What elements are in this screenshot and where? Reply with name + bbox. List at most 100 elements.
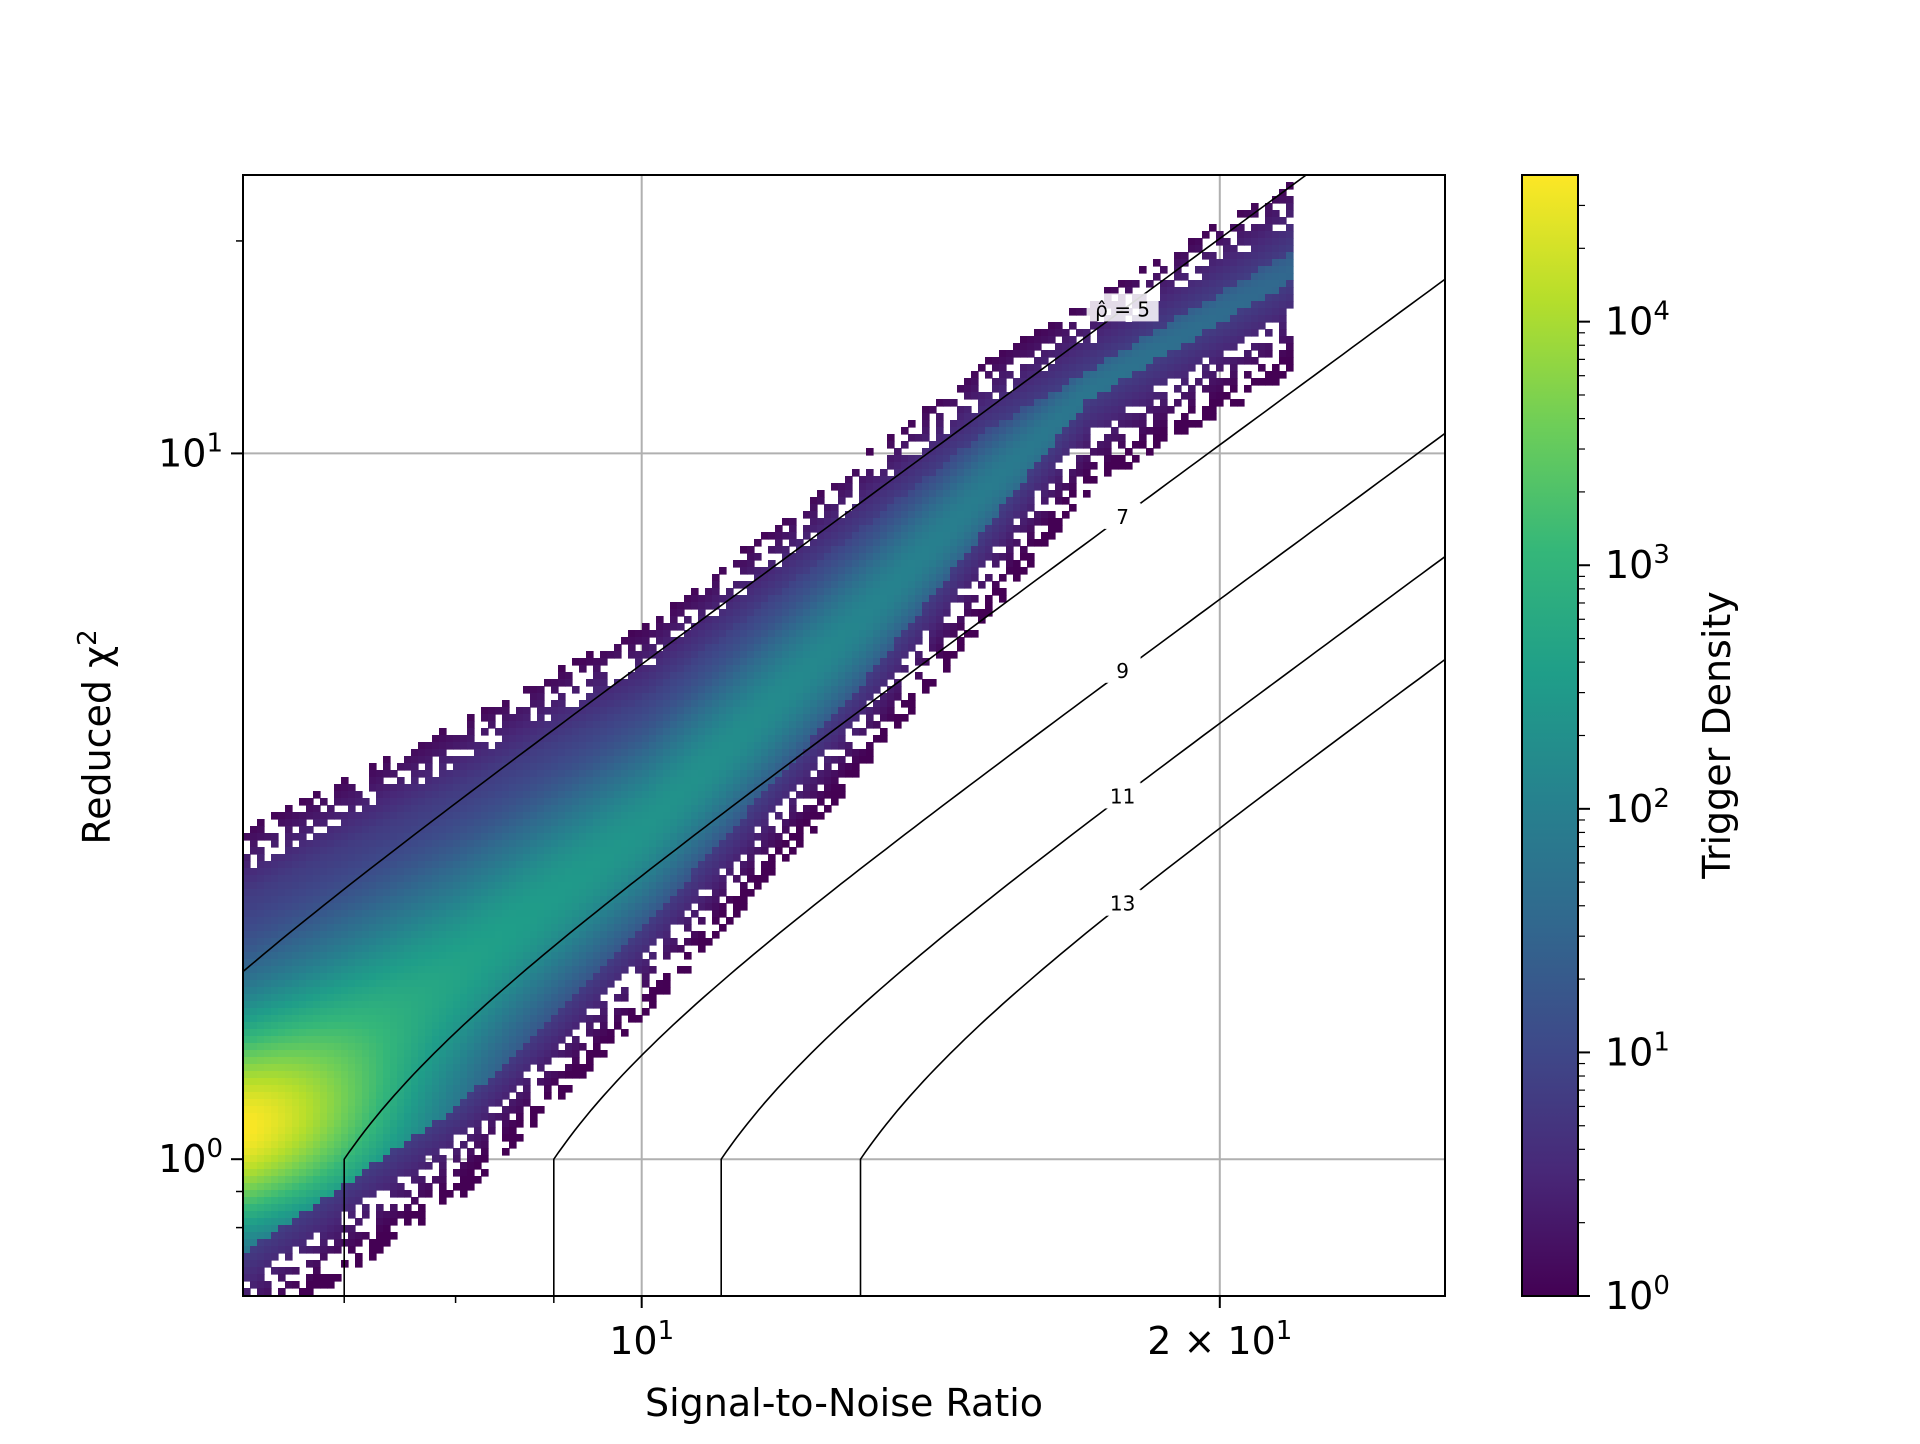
density-hexbin bbox=[313, 896, 321, 904]
density-hexbin bbox=[740, 560, 748, 568]
density-hexbin bbox=[446, 1127, 454, 1135]
density-hexbin bbox=[439, 840, 447, 848]
density-hexbin bbox=[761, 686, 769, 694]
density-hexbin bbox=[397, 1036, 405, 1044]
density-hexbin bbox=[474, 1057, 482, 1065]
density-hexbin bbox=[782, 651, 790, 659]
density-hexbin bbox=[600, 980, 608, 988]
density-hexbin bbox=[404, 1085, 412, 1093]
density-hexbin bbox=[320, 966, 328, 974]
density-hexbin bbox=[495, 777, 503, 785]
density-hexbin bbox=[558, 777, 566, 785]
density-hexbin bbox=[474, 980, 482, 988]
density-hexbin bbox=[306, 1008, 314, 1016]
density-hexbin bbox=[586, 735, 594, 743]
density-hexbin bbox=[320, 1120, 328, 1128]
density-hexbin bbox=[719, 707, 727, 715]
density-hexbin bbox=[376, 826, 384, 834]
density-hexbin bbox=[264, 1106, 272, 1114]
density-hexbin bbox=[383, 889, 391, 897]
density-hexbin bbox=[467, 1155, 475, 1163]
density-hexbin bbox=[635, 798, 643, 806]
density-hexbin bbox=[467, 1169, 475, 1177]
density-hexbin bbox=[411, 903, 419, 911]
density-hexbin bbox=[523, 875, 531, 883]
density-hexbin bbox=[334, 1169, 342, 1177]
density-hexbin bbox=[537, 910, 545, 918]
density-hexbin bbox=[747, 826, 755, 834]
density-hexbin bbox=[754, 777, 762, 785]
density-hexbin bbox=[271, 840, 279, 848]
density-hexbin bbox=[761, 658, 769, 666]
density-hexbin bbox=[474, 847, 482, 855]
density-hexbin bbox=[558, 952, 566, 960]
density-hexbin bbox=[796, 658, 804, 666]
density-hexbin bbox=[278, 1001, 286, 1009]
density-hexbin bbox=[859, 518, 867, 526]
density-hexbin bbox=[411, 868, 419, 876]
density-hexbin bbox=[320, 1078, 328, 1086]
density-hexbin bbox=[474, 1022, 482, 1030]
density-hexbin bbox=[467, 931, 475, 939]
density-hexbin bbox=[425, 784, 433, 792]
density-hexbin bbox=[460, 1029, 468, 1037]
density-hexbin bbox=[530, 1043, 538, 1051]
density-hexbin bbox=[516, 1022, 524, 1030]
density-hexbin bbox=[502, 826, 510, 834]
density-hexbin bbox=[348, 1078, 356, 1086]
density-hexbin bbox=[418, 1029, 426, 1037]
density-hexbin bbox=[383, 1218, 391, 1226]
density-hexbin bbox=[250, 1281, 258, 1289]
density-hexbin bbox=[257, 1288, 265, 1296]
density-hexbin bbox=[859, 511, 867, 519]
density-hexbin bbox=[467, 735, 475, 743]
density-hexbin bbox=[439, 1078, 447, 1086]
density-hexbin bbox=[572, 784, 580, 792]
density-hexbin bbox=[481, 1057, 489, 1065]
density-hexbin bbox=[348, 1190, 356, 1198]
density-hexbin bbox=[642, 700, 650, 708]
density-hexbin bbox=[320, 1106, 328, 1114]
density-hexbin bbox=[579, 994, 587, 1002]
density-hexbin bbox=[607, 749, 615, 757]
density-hexbin bbox=[684, 595, 692, 603]
density-hexbin bbox=[649, 728, 657, 736]
density-hexbin bbox=[600, 826, 608, 834]
density-hexbin bbox=[292, 917, 300, 925]
density-hexbin bbox=[831, 602, 839, 610]
density-hexbin bbox=[495, 1036, 503, 1044]
density-hexbin bbox=[292, 980, 300, 988]
density-hexbin bbox=[551, 1015, 559, 1023]
density-hexbin bbox=[649, 777, 657, 785]
density-hexbin bbox=[754, 882, 762, 890]
density-hexbin bbox=[551, 1050, 559, 1058]
density-hexbin bbox=[509, 770, 517, 778]
density-hexbin bbox=[299, 1106, 307, 1114]
density-hexbin bbox=[460, 847, 468, 855]
density-hexbin bbox=[390, 1078, 398, 1086]
density-hexbin bbox=[243, 868, 251, 876]
density-hexbin bbox=[250, 833, 258, 841]
density-hexbin bbox=[852, 518, 860, 526]
density-hexbin bbox=[320, 1134, 328, 1142]
density-hexbin bbox=[516, 868, 524, 876]
density-hexbin bbox=[684, 686, 692, 694]
density-hexbin bbox=[523, 910, 531, 918]
density-hexbin bbox=[299, 1127, 307, 1135]
density-hexbin bbox=[887, 616, 895, 624]
density-hexbin bbox=[320, 1225, 328, 1233]
density-hexbin bbox=[313, 1176, 321, 1184]
density-hexbin bbox=[264, 987, 272, 995]
density-hexbin bbox=[789, 574, 797, 582]
density-hexbin bbox=[376, 882, 384, 890]
density-hexbin bbox=[677, 896, 685, 904]
density-hexbin bbox=[635, 903, 643, 911]
density-hexbin bbox=[264, 1092, 272, 1100]
density-hexbin bbox=[432, 1155, 440, 1163]
density-hexbin bbox=[544, 1043, 552, 1051]
density-hexbin bbox=[747, 875, 755, 883]
density-hexbin bbox=[481, 1134, 489, 1142]
density-hexbin bbox=[712, 805, 720, 813]
density-hexbin bbox=[488, 987, 496, 995]
density-hexbin bbox=[726, 630, 734, 638]
